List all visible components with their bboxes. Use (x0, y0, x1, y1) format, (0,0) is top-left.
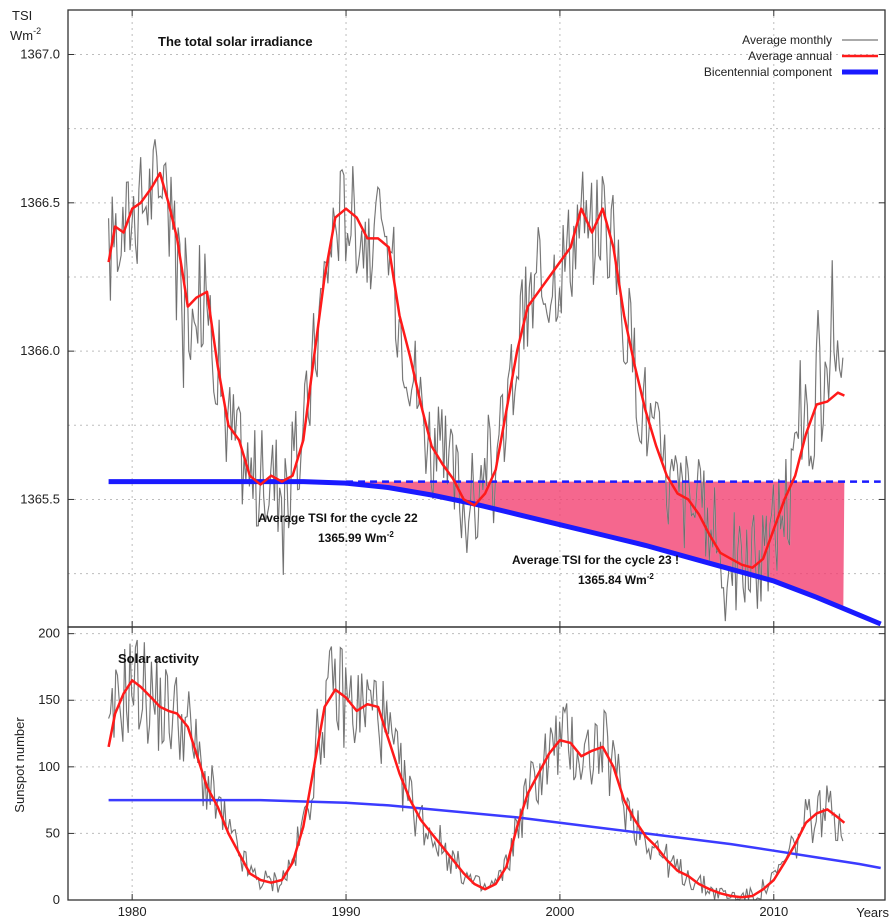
annotation-cycle-23-title: Average TSI for the cycle 23 ! (512, 553, 679, 567)
sunspot-monthly-line (108, 639, 844, 901)
sunspot-axis-title: Sunspot number (12, 717, 27, 813)
sunspot-x-tick-label: 2000 (545, 904, 574, 919)
sunspot-x-ticks: 1980 1990 2000 2010 (118, 627, 788, 919)
annotation-cycle-23-number: 1365.84 Wm (578, 573, 647, 587)
annotation-cycle-23-value: 1365.84 Wm-2 (578, 572, 654, 587)
sunspot-trend-line (108, 798, 881, 870)
tsi-y-ticks: 1367.0 1366.5 1366.0 1365.5 (20, 46, 885, 506)
sunspot-trend-series (108, 798, 881, 870)
tsi-bicentennial-curve (108, 479, 882, 627)
legend-label-annual: Average annual (748, 49, 832, 63)
tsi-y-tick-label: 1365.5 (20, 491, 60, 506)
legend-label-bicentennial: Bicentennial component (704, 65, 833, 79)
years-axis-title: Years (856, 905, 889, 920)
sunspot-monthly-line-light (107, 639, 844, 902)
sunspot-panel-title: Solar activity (118, 651, 200, 666)
sunspot-x-tick-label: 1990 (332, 904, 361, 919)
tsi-monthly-series (107, 139, 844, 622)
annotation-cycle-22: Average TSI for the cycle 22 1365.99 Wm-… (258, 511, 418, 545)
legend-label-monthly: Average monthly (742, 33, 832, 47)
annotation-cycle-22-value: 1365.99 Wm-2 (318, 530, 394, 545)
sunspot-monthly-series (107, 639, 844, 902)
sunspot-smoothed-series (107, 679, 846, 899)
sunspot-grid (68, 627, 885, 900)
sunspot-y-tick-label: 0 (53, 892, 60, 907)
tsi-axis-label-line1: TSI (12, 8, 32, 23)
sunspot-y-tick-label: 100 (38, 759, 60, 774)
tsi-legend: Average monthly Average annual Bicentenn… (704, 33, 878, 79)
sunspot-x-tick-label: 2010 (759, 904, 788, 919)
tsi-y-tick-label: 1367.0 (20, 46, 60, 61)
annotation-cycle-23-exponent: -2 (647, 572, 655, 581)
annotation-cycle-22-exponent: -2 (387, 530, 395, 539)
annotation-cycle-22-number: 1365.99 Wm (318, 531, 387, 545)
sunspot-x-tick-label: 1980 (118, 904, 147, 919)
sunspot-y-tick-label: 50 (46, 825, 60, 840)
tsi-axis-unit: Wm (10, 28, 33, 43)
sunspot-plot-frame (67, 626, 886, 901)
tsi-y-tick-label: 1366.5 (20, 195, 60, 210)
tsi-annual-line (107, 171, 845, 569)
sunspot-y-tick-label: 150 (38, 692, 60, 707)
sunspot-y-tick-label: 200 (38, 626, 60, 641)
annotation-cycle-22-title: Average TSI for the cycle 22 (258, 511, 418, 525)
sunspot-panel: 0 50 100 150 200 1980 1990 2000 2010 Solar acti… (12, 626, 889, 920)
tsi-panel-title: The total solar irradiance (158, 34, 313, 49)
tsi-deficit-area (346, 481, 845, 609)
sunspot-smoothed-line (107, 679, 846, 899)
sunspot-y-ticks: 0 50 100 150 200 (38, 626, 885, 907)
tsi-monthly-line-light (107, 139, 844, 622)
tsi-deficit-fill (346, 481, 845, 609)
tsi-x-ticks (131, 10, 775, 627)
tsi-annual-series (107, 171, 845, 569)
tsi-axis-label-line2: Wm-2 (10, 26, 41, 43)
annotation-cycle-23: Average TSI for the cycle 23 ! 1365.84 W… (512, 553, 679, 587)
tsi-axis-unit-exponent: -2 (33, 26, 41, 36)
tsi-y-tick-label: 1366.0 (20, 343, 60, 358)
